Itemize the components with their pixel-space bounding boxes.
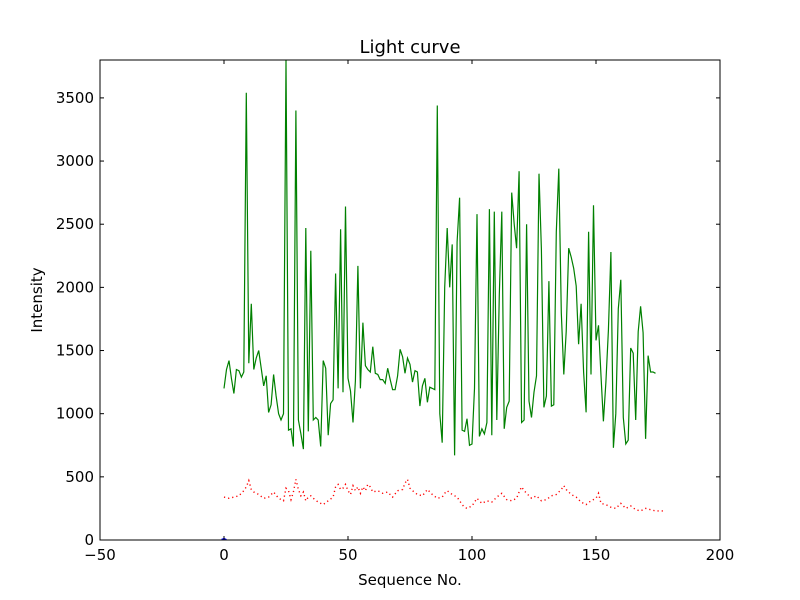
series-line-0	[223, 59, 656, 456]
y-tick-label: 1500	[56, 342, 94, 360]
x-tick-label: 150	[582, 546, 611, 564]
series-line-1	[223, 477, 666, 512]
y-axis-label: Intensity	[28, 267, 46, 332]
y-tick-label: 2500	[56, 215, 94, 233]
y-tick-label: 3500	[56, 89, 94, 107]
chart-title: Light curve	[359, 37, 460, 58]
x-axis-label: Sequence No.	[358, 571, 462, 589]
x-tick-label: 100	[458, 546, 487, 564]
x-tick-label: 200	[706, 546, 735, 564]
y-axis: 0 500 1000 1500 2000 2500 3000 3500	[56, 89, 720, 549]
plot-area	[99, 59, 721, 541]
x-axis: −50 0 50 100 150 200	[84, 60, 734, 564]
x-tick-label: −50	[84, 546, 116, 564]
y-tick-label: 0	[84, 531, 94, 549]
y-tick-label: 1000	[56, 405, 94, 423]
plot-frame	[99, 59, 721, 541]
y-tick-label: 3000	[56, 152, 94, 170]
x-tick-label: 0	[219, 546, 229, 564]
x-tick-label: 50	[338, 546, 357, 564]
y-tick-label: 2000	[56, 278, 94, 296]
series-layer	[221, 59, 666, 541]
y-tick-label: 500	[65, 468, 94, 486]
